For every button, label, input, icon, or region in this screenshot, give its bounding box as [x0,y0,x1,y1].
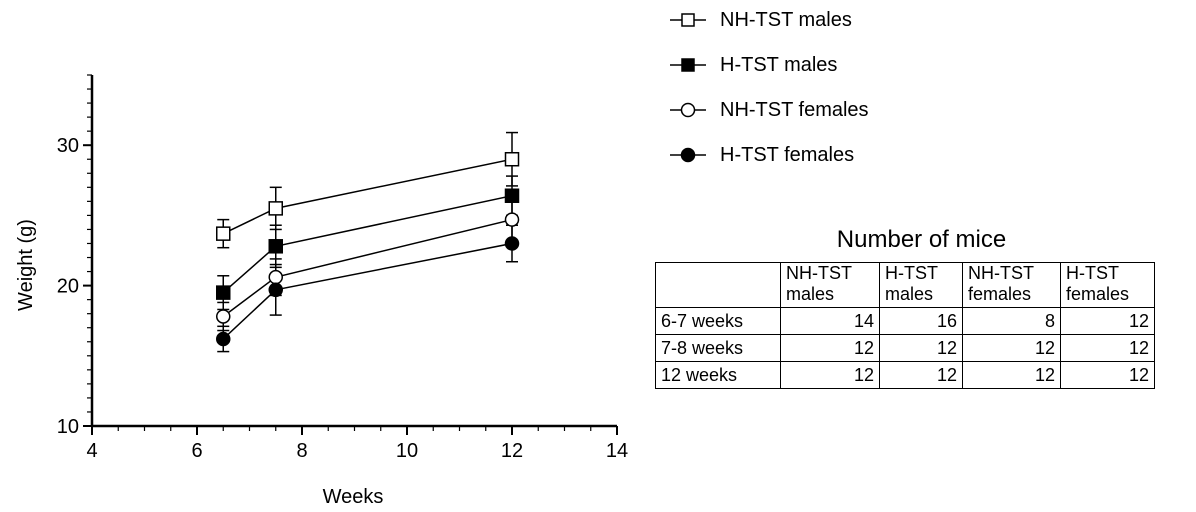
legend-item: NH-TST females [668,96,869,124]
series-line [222,218,513,318]
x-tick-label: 4 [86,440,97,462]
table-header-cell: NH-TST females [962,262,1061,308]
table-cell: 12 [780,334,880,362]
table-cell: 12 [962,334,1061,362]
series-line [222,158,513,235]
legend-item: NH-TST males [668,6,869,34]
header-line: NH-TST [786,263,852,283]
row-label: 6-7 weeks [655,307,781,335]
header-line: NH-TST [968,263,1034,283]
table-header-cell: H-TST males [879,262,963,308]
header-line: males [786,284,835,304]
axes: 10 20 30 4 6 8 10 12 14 [57,74,628,462]
table-cell: 12 [879,334,963,362]
y-axis-label: Weight (g) [15,219,37,311]
data-point-square [216,285,231,300]
weight-chart: 10 20 30 4 6 8 10 12 14 Weight (g) Weeks [15,74,628,508]
legend: NH-TST males H-TST males NH-TST females … [668,6,869,186]
data-point-square [504,188,520,203]
table-row: 12 weeks 12 12 12 12 [655,361,1155,389]
table-cell: 12 [780,361,880,389]
table-header-row: NH-TST males H-TST males NH-TST females H-T… [655,262,1155,308]
data-point-circle [216,331,231,347]
mice-count-table: NH-TST males H-TST males NH-TST females H-T… [655,262,1155,389]
table-header-corner [655,262,781,308]
legend-item: H-TST males [668,51,869,79]
table-cell: 12 [1060,361,1155,389]
header-line: males [885,284,934,304]
header-line: females [968,284,1032,304]
table-header-cell: H-TST females [1060,262,1155,308]
header-line: H-TST [1066,263,1119,283]
table-cell: 12 [962,361,1061,389]
data-point-square [268,201,283,216]
table-header-cell: NH-TST males [780,262,880,308]
series-line [222,242,513,340]
x-tick-label: 12 [501,440,523,462]
legend-item: H-TST females [668,141,869,169]
header-line: H-TST [885,263,938,283]
legend-label: NH-TST females [720,98,869,121]
legend-open-square-marker [670,13,706,27]
x-axis-label: Weeks [323,486,384,508]
table-cell: 14 [780,307,880,335]
x-tick-label: 14 [606,440,628,462]
markers [216,151,520,347]
data-point-circle [504,236,520,251]
y-tick-label: 20 [57,276,79,298]
table-cell: 8 [962,307,1061,335]
y-tick-label: 10 [57,416,79,438]
series-lines [222,158,513,340]
legend-filled-square-marker [670,58,706,72]
table-cell: 16 [879,307,963,335]
row-label: 7-8 weeks [655,334,781,362]
x-tick-label: 10 [396,440,418,462]
data-point-square [504,151,520,167]
data-point-square [268,239,283,254]
header-line: females [1066,284,1130,304]
data-point-circle [504,212,520,227]
table-row: 6-7 weeks 14 16 8 12 [655,307,1155,335]
table-row: 7-8 weeks 12 12 12 12 [655,334,1155,362]
legend-label: H-TST females [720,143,855,166]
y-tick-label: 30 [57,135,79,157]
table-cell: 12 [1060,334,1155,362]
table-cell: 12 [1060,307,1155,335]
x-tick-label: 8 [296,440,307,462]
data-point-circle [268,282,283,298]
legend-label: H-TST males [720,53,838,76]
legend-filled-circle-marker [670,147,706,163]
table-cell: 12 [879,361,963,389]
error-bars [217,131,518,353]
series-line [222,195,513,294]
x-tick-label: 6 [191,440,202,462]
legend-open-circle-marker [670,102,706,118]
legend-label: NH-TST males [720,8,852,31]
data-point-circle [268,269,283,285]
table-title: Number of mice [836,226,1007,253]
data-point-circle [216,309,231,324]
data-point-square [216,226,231,241]
row-label: 12 weeks [655,361,781,389]
